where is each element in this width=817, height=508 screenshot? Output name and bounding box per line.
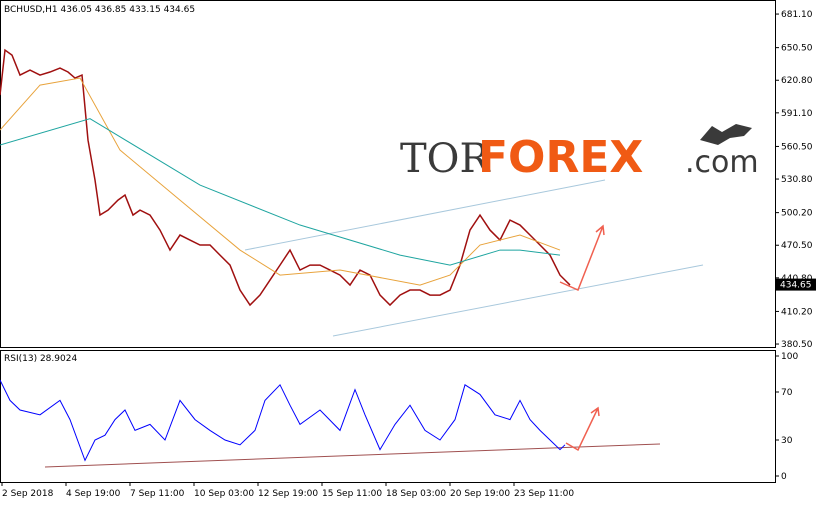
y-tick-label: 470.50 (781, 241, 813, 251)
x-tick-label: 20 Sep 19:00 (450, 489, 510, 499)
y-tick-label: 620.80 (781, 76, 813, 86)
rsi-forecast-arrow (565, 406, 600, 452)
chart-title: BCHUSD,H1 436.05 436.85 433.15 434.65 (4, 5, 195, 15)
x-tick-label: 4 Sep 19:00 (66, 489, 121, 499)
watermark-prefix: TOR (400, 136, 491, 182)
y-tick-label: 681.10 (781, 10, 813, 20)
y-tick-label: 100 (781, 352, 798, 362)
y-tick-label: 70 (781, 388, 793, 398)
rsi-panel (0, 350, 776, 483)
y-tick-label: 410.20 (781, 307, 813, 317)
x-tick-label: 23 Sep 11:00 (514, 489, 574, 499)
price-tag-label: 434.65 (780, 281, 812, 291)
y-tick-label: 560.50 (781, 142, 813, 152)
series-line (0, 379, 566, 462)
x-tick-label: 2 Sep 2018 (2, 489, 54, 499)
series-line (0, 48, 571, 307)
y-tick-label: 530.80 (781, 175, 813, 185)
x-tick-label: 12 Sep 19:00 (258, 489, 318, 499)
x-tick-label: 7 Sep 11:00 (130, 489, 185, 499)
bull-icon (700, 124, 752, 145)
price-panel (0, 0, 776, 348)
watermark-main: FOREX (478, 132, 643, 183)
series-line (0, 118, 561, 266)
series-line (0, 77, 561, 286)
y-tick-label: 650.50 (781, 44, 813, 54)
x-tick-label: 10 Sep 03:00 (194, 489, 254, 499)
x-tick-label: 18 Sep 03:00 (386, 489, 446, 499)
y-tick-label: 500.20 (781, 209, 813, 219)
x-tick-label: 15 Sep 11:00 (322, 489, 382, 499)
forecast-arrow (559, 224, 605, 292)
watermark-suffix: .com (685, 145, 759, 180)
y-tick-label: 591.10 (781, 109, 813, 119)
price-tag (776, 278, 816, 291)
channel-upper (244, 179, 606, 251)
y-tick-label: 380.50 (781, 340, 813, 350)
rsi-title: RSI(13) 28.9024 (4, 354, 77, 364)
y-tick-label: 30 (781, 436, 793, 446)
y-tick-label: 0 (781, 472, 787, 482)
channel-lower (332, 264, 704, 337)
